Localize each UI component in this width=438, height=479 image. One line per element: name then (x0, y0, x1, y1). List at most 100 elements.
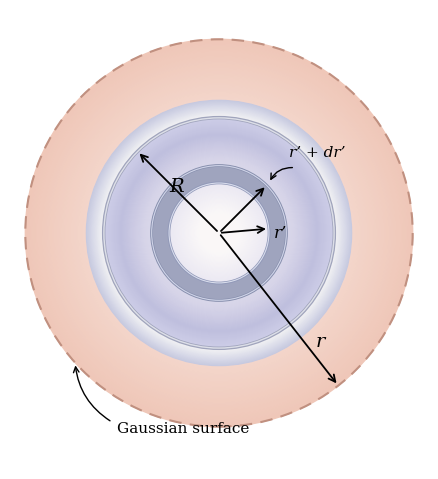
Circle shape (160, 173, 278, 292)
Circle shape (213, 227, 225, 239)
Circle shape (141, 155, 297, 311)
Circle shape (180, 194, 258, 273)
Circle shape (169, 183, 269, 283)
Circle shape (113, 127, 325, 339)
Circle shape (212, 226, 226, 240)
Circle shape (125, 139, 313, 327)
Circle shape (99, 113, 339, 354)
Circle shape (159, 172, 279, 294)
Circle shape (149, 163, 289, 303)
Circle shape (78, 92, 360, 374)
Circle shape (124, 138, 314, 328)
Circle shape (167, 181, 271, 285)
Circle shape (205, 218, 233, 247)
Circle shape (173, 187, 265, 279)
Circle shape (165, 179, 273, 287)
Circle shape (117, 131, 321, 335)
Circle shape (106, 121, 332, 345)
Circle shape (207, 221, 231, 245)
Circle shape (129, 143, 309, 322)
Circle shape (212, 226, 226, 240)
Circle shape (206, 220, 232, 246)
Circle shape (155, 169, 283, 297)
Circle shape (105, 119, 333, 347)
Circle shape (52, 66, 386, 400)
Circle shape (159, 173, 279, 293)
Circle shape (171, 185, 267, 281)
Text: Gaussian surface: Gaussian surface (117, 422, 249, 436)
Circle shape (209, 223, 229, 243)
Circle shape (144, 158, 294, 308)
Circle shape (208, 221, 230, 244)
Circle shape (93, 107, 345, 359)
Circle shape (139, 153, 299, 313)
Circle shape (186, 200, 252, 266)
Circle shape (87, 101, 351, 365)
Text: r: r (316, 333, 325, 351)
Circle shape (189, 203, 249, 263)
Circle shape (131, 145, 307, 321)
Circle shape (180, 194, 258, 272)
Circle shape (185, 199, 253, 267)
Circle shape (110, 125, 328, 342)
Circle shape (113, 126, 325, 340)
Circle shape (201, 216, 237, 251)
Circle shape (190, 204, 248, 262)
Circle shape (164, 178, 274, 288)
Circle shape (185, 199, 253, 267)
Circle shape (161, 175, 277, 291)
Circle shape (218, 232, 220, 234)
Circle shape (166, 180, 272, 286)
Circle shape (179, 193, 259, 273)
Circle shape (160, 174, 278, 292)
Circle shape (95, 110, 343, 356)
Circle shape (110, 124, 328, 342)
Circle shape (142, 156, 296, 310)
Circle shape (176, 190, 262, 276)
Circle shape (199, 213, 239, 253)
Circle shape (107, 122, 331, 344)
Circle shape (170, 184, 268, 281)
Circle shape (137, 151, 301, 315)
Circle shape (205, 219, 233, 247)
Circle shape (156, 171, 282, 296)
Circle shape (141, 156, 297, 310)
Circle shape (171, 184, 267, 281)
Circle shape (159, 172, 279, 294)
Circle shape (118, 132, 320, 334)
Circle shape (147, 161, 291, 305)
Circle shape (172, 186, 266, 280)
Circle shape (178, 192, 260, 274)
Circle shape (64, 78, 374, 388)
Circle shape (96, 110, 342, 356)
Circle shape (174, 188, 264, 278)
Circle shape (200, 214, 238, 252)
Circle shape (185, 199, 253, 267)
Circle shape (92, 106, 346, 360)
Circle shape (183, 197, 255, 269)
Circle shape (210, 224, 228, 242)
Circle shape (196, 210, 242, 256)
Circle shape (42, 56, 396, 410)
Circle shape (105, 119, 333, 347)
Circle shape (173, 187, 265, 279)
Circle shape (208, 222, 230, 244)
Circle shape (115, 129, 323, 337)
Circle shape (208, 222, 230, 243)
Circle shape (177, 191, 261, 275)
Circle shape (133, 147, 305, 319)
Circle shape (193, 207, 245, 259)
Circle shape (178, 192, 260, 274)
Circle shape (197, 211, 241, 255)
Circle shape (188, 202, 250, 264)
Circle shape (195, 209, 243, 257)
Circle shape (101, 115, 337, 351)
Circle shape (69, 83, 369, 383)
Circle shape (171, 185, 267, 281)
Circle shape (184, 197, 254, 269)
Circle shape (123, 137, 315, 329)
Circle shape (131, 146, 307, 320)
Circle shape (71, 85, 367, 381)
Circle shape (210, 224, 228, 241)
Circle shape (175, 189, 263, 277)
